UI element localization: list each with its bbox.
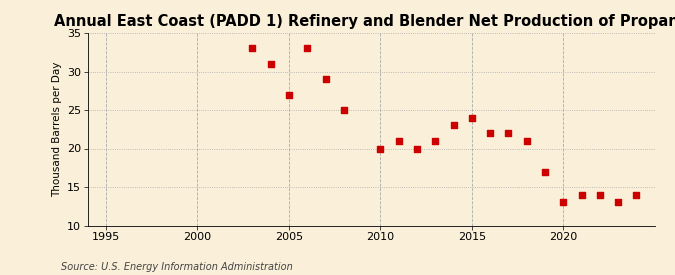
Point	[338, 108, 349, 112]
Point	[247, 46, 258, 51]
Point	[284, 92, 294, 97]
Point	[265, 62, 276, 66]
Point	[302, 46, 313, 51]
Point	[320, 77, 331, 81]
Point	[412, 146, 423, 151]
Point	[595, 192, 605, 197]
Point	[394, 139, 404, 143]
Point	[613, 200, 624, 205]
Text: Source: U.S. Energy Information Administration: Source: U.S. Energy Information Administ…	[61, 262, 292, 272]
Point	[539, 169, 550, 174]
Point	[430, 139, 441, 143]
Point	[466, 116, 477, 120]
Point	[558, 200, 569, 205]
Point	[485, 131, 495, 135]
Point	[448, 123, 459, 128]
Point	[503, 131, 514, 135]
Title: Annual East Coast (PADD 1) Refinery and Blender Net Production of Propane: Annual East Coast (PADD 1) Refinery and …	[54, 14, 675, 29]
Point	[631, 192, 642, 197]
Y-axis label: Thousand Barrels per Day: Thousand Barrels per Day	[53, 62, 63, 197]
Point	[521, 139, 532, 143]
Point	[375, 146, 386, 151]
Point	[576, 192, 587, 197]
